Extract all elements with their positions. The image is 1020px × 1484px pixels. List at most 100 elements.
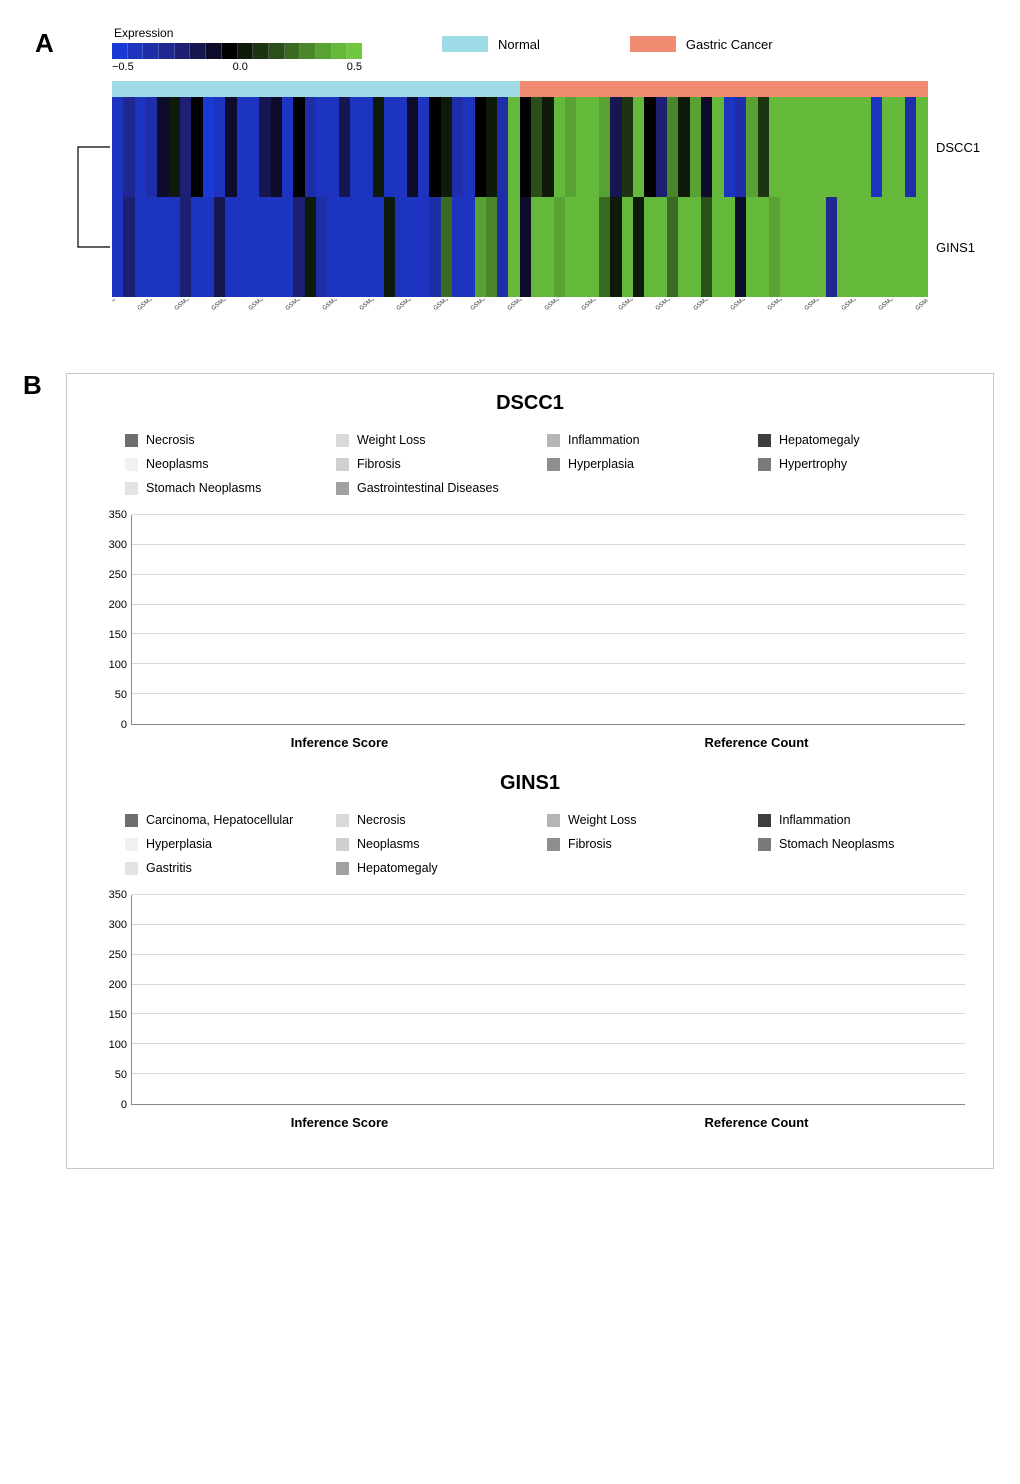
panel-a-header: Expression −0.5 0.0 0.5 NormalGastric Ca… bbox=[22, 18, 998, 73]
heatmap-cell bbox=[588, 97, 599, 197]
sample-name: GSM3102033 bbox=[174, 299, 206, 312]
colorbar-segment bbox=[143, 43, 159, 59]
heatmap-cell bbox=[724, 97, 735, 197]
heatmap-cell bbox=[429, 197, 440, 297]
colorbar-segment bbox=[332, 43, 348, 59]
heatmap-cell bbox=[780, 97, 791, 197]
legend-swatch bbox=[125, 862, 138, 875]
heatmap-cell bbox=[486, 197, 497, 297]
sample-group-bar bbox=[112, 81, 928, 97]
colorbar-segment bbox=[112, 43, 128, 59]
legend-swatch bbox=[442, 36, 488, 52]
sample-name: GSM3102007 bbox=[581, 299, 613, 312]
heatmap-cell bbox=[203, 197, 214, 297]
heatmap-cell bbox=[769, 97, 780, 197]
sample-name: GSM3102085 bbox=[655, 299, 687, 312]
colorbar-title: Expression bbox=[114, 26, 362, 40]
legend-item: Necrosis bbox=[336, 813, 519, 827]
chart-title: DSCC1 bbox=[95, 392, 965, 415]
legend-swatch bbox=[125, 458, 138, 471]
heatmap-cell bbox=[225, 197, 236, 297]
y-tick: 350 bbox=[91, 509, 127, 521]
y-tick: 200 bbox=[91, 979, 127, 991]
x-label: Inference Score bbox=[131, 1115, 548, 1130]
heatmap-cell bbox=[282, 197, 293, 297]
colorbar-segment bbox=[238, 43, 254, 59]
legend-swatch bbox=[758, 458, 771, 471]
heatmap-cell bbox=[293, 97, 304, 197]
sample-name: GSM3102120 bbox=[766, 299, 798, 312]
legend-swatch bbox=[336, 482, 349, 495]
legend-swatch bbox=[547, 814, 560, 827]
heatmap-cell bbox=[678, 197, 689, 297]
heatmap-cell bbox=[191, 197, 202, 297]
y-tick: 150 bbox=[91, 629, 127, 641]
legend-swatch bbox=[125, 838, 138, 851]
y-tick: 0 bbox=[91, 1099, 127, 1111]
legend-item: Stomach Neoplasms bbox=[125, 481, 308, 495]
colorbar-segment bbox=[159, 43, 175, 59]
heatmap-cell bbox=[180, 97, 191, 197]
heatmap-cell bbox=[157, 197, 168, 297]
sample-name: GSM3102062 bbox=[137, 299, 169, 312]
heatmap-cell bbox=[373, 97, 384, 197]
heatmap-cell bbox=[384, 197, 395, 297]
sample-name: GSM3102041 bbox=[112, 299, 132, 312]
heatmap-cell bbox=[237, 197, 248, 297]
heatmap-cell bbox=[146, 97, 157, 197]
sample-name: GSM3102064 bbox=[248, 299, 280, 312]
heatmap-cell bbox=[905, 97, 916, 197]
legend-item: Gastric Cancer bbox=[630, 36, 773, 52]
heatmap-row bbox=[112, 97, 928, 197]
panel-a-legend: Normal Gastric Cancer bbox=[442, 26, 773, 52]
heatmap-cell bbox=[905, 197, 916, 297]
legend-item: Inflammation bbox=[758, 813, 941, 827]
sample-name: GSM3102087 bbox=[544, 299, 576, 312]
heatmap-cell bbox=[644, 97, 655, 197]
legend-swatch bbox=[336, 862, 349, 875]
heatmap-cell bbox=[418, 97, 429, 197]
heatmap-cell bbox=[735, 97, 746, 197]
heatmap-cell bbox=[576, 197, 587, 297]
heatmap-main bbox=[112, 81, 928, 297]
heatmap-cell bbox=[882, 197, 893, 297]
x-axis: Inference ScoreReference Count bbox=[95, 735, 965, 750]
heatmap-cell bbox=[860, 97, 871, 197]
legend-swatch bbox=[336, 458, 349, 471]
y-tick: 50 bbox=[91, 1069, 127, 1081]
heatmap-cell bbox=[248, 197, 259, 297]
heatmap-cell bbox=[803, 97, 814, 197]
heatmap-cell bbox=[214, 97, 225, 197]
heatmap-cell bbox=[452, 197, 463, 297]
heatmap-cell bbox=[814, 97, 825, 197]
legend-swatch bbox=[125, 814, 138, 827]
y-tick: 350 bbox=[91, 889, 127, 901]
heatmap-cell bbox=[735, 197, 746, 297]
heatmap-cell bbox=[565, 197, 576, 297]
legend-swatch bbox=[125, 434, 138, 447]
sample-name: GSM3102053 bbox=[359, 299, 391, 312]
panel-b: B DSCC1NecrosisWeight LossInflammationHe… bbox=[66, 373, 994, 1169]
legend-label: Neoplasms bbox=[146, 457, 209, 471]
heatmap-cell bbox=[667, 197, 678, 297]
x-label: Inference Score bbox=[131, 735, 548, 750]
heatmap-cell bbox=[860, 197, 871, 297]
legend-item: Neoplasms bbox=[336, 837, 519, 851]
colorbar-segment bbox=[128, 43, 144, 59]
colorbar-segment bbox=[190, 43, 206, 59]
heatmap-cell bbox=[826, 97, 837, 197]
y-tick: 150 bbox=[91, 1009, 127, 1021]
legend-swatch bbox=[125, 482, 138, 495]
y-tick: 300 bbox=[91, 919, 127, 931]
legend-label: Gastrointestinal Diseases bbox=[357, 481, 499, 495]
legend-item: Normal bbox=[442, 36, 540, 52]
heatmap-cell bbox=[259, 197, 270, 297]
heatmap-cell bbox=[214, 197, 225, 297]
chart-block: GINS1Carcinoma, HepatocellularNecrosisWe… bbox=[95, 772, 965, 1130]
heatmap-cell bbox=[916, 197, 927, 297]
sample-name: GSM3102137 bbox=[803, 299, 835, 312]
sample-name: GSM3102033 bbox=[470, 299, 502, 312]
heatmap: DSCC1GINS1 bbox=[22, 81, 998, 297]
legend-item: Hepatomegaly bbox=[336, 861, 519, 875]
barchart: 050100150200250300350 bbox=[95, 515, 965, 725]
